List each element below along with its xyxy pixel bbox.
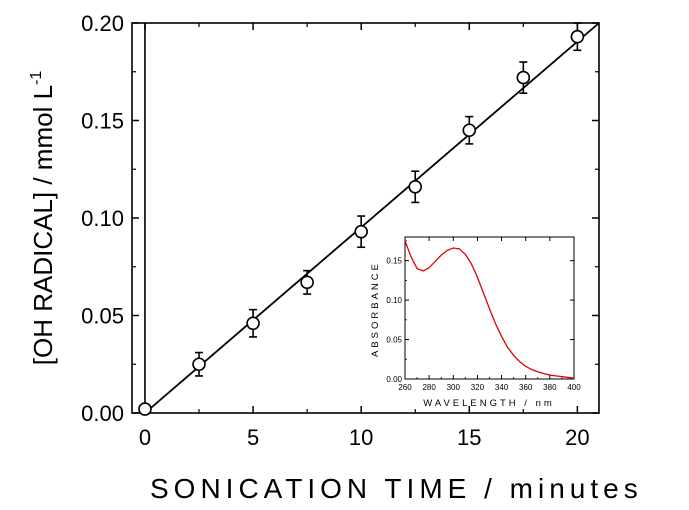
inset-y-tick-label: 0.10 <box>386 296 402 305</box>
data-point <box>516 70 531 85</box>
data-point <box>192 357 206 372</box>
inset-x-tick-label: 280 <box>422 383 436 392</box>
inset-x-tick-label: 320 <box>471 383 485 392</box>
inset-x-tick-label: 340 <box>495 383 509 392</box>
y-tick-label: 0.00 <box>81 401 124 426</box>
main-plot: 0 5 10 15 20 0.00 0.05 0.10 0.15 0.20 SONICATION … <box>28 11 643 504</box>
main-ticks <box>132 22 599 414</box>
y-tick-label: 0.10 <box>81 206 124 231</box>
inset-tick-labels: 260 280 300 320 340 360 380 400 0.00 0.05 0.10 0.15 <box>386 257 581 392</box>
data-point <box>408 180 423 194</box>
inset-y-tick-label: 0.15 <box>386 257 402 266</box>
y-axis-title-group: [OH RADICAL] / mmol L-1 <box>28 71 58 366</box>
x-tick-label: 20 <box>565 425 589 450</box>
inset-y-tick-label: 0.00 <box>386 375 402 384</box>
data-point <box>570 29 585 44</box>
y-tick-label: 0.15 <box>81 109 124 134</box>
y-axis-title-text: [OH RADICAL] / mmol L <box>28 85 58 365</box>
y-tick-label: 0.20 <box>81 11 124 36</box>
main-tick-labels: 0 5 10 15 20 0.00 0.05 0.10 0.15 0.20 <box>81 11 589 450</box>
inset-y-axis-title: ABSORBANCE <box>370 261 381 357</box>
data-point <box>462 123 477 138</box>
x-axis-title: SONICATION TIME / minutes <box>150 473 643 504</box>
y-tick-label: 0.05 <box>81 304 124 329</box>
data-point <box>300 275 314 290</box>
x-tick-label: 5 <box>247 425 259 450</box>
data-point <box>138 402 152 416</box>
data-point <box>354 224 368 239</box>
inset-x-tick-label: 380 <box>543 383 557 392</box>
x-tick-label: 10 <box>349 425 373 450</box>
data-points <box>138 22 585 416</box>
data-point <box>246 316 260 331</box>
inset-x-tick-label: 400 <box>567 383 581 392</box>
inset-x-axis-title: WAVELENGTH / nm <box>423 398 555 409</box>
inset-y-axis-title-group: ABSORBANCE <box>370 261 381 357</box>
y-axis-title-superscript: -1 <box>28 71 45 85</box>
inset-x-tick-label: 300 <box>447 383 461 392</box>
y-axis-title: [OH RADICAL] / mmol L-1 <box>28 71 58 366</box>
x-tick-label: 0 <box>139 425 151 450</box>
inset-y-tick-label: 0.05 <box>386 336 402 345</box>
inset-plot: 260 280 300 320 340 360 380 400 0.00 0.05 0.10 0.15… <box>370 236 581 409</box>
x-tick-label: 15 <box>457 425 481 450</box>
inset-x-tick-label: 360 <box>519 383 533 392</box>
inset-x-tick-label: 260 <box>398 383 412 392</box>
absorbance-curve <box>404 240 575 379</box>
